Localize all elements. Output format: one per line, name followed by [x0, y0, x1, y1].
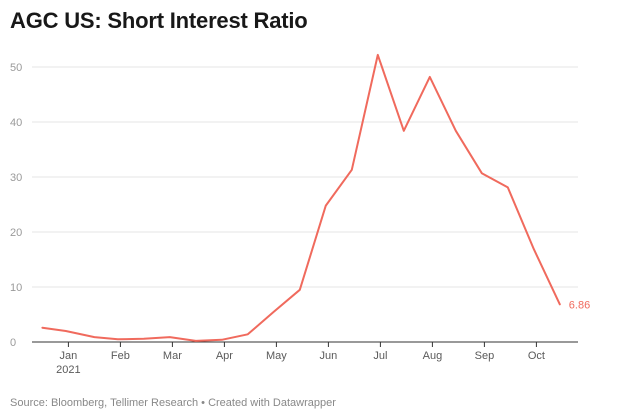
x-tick-sublabel-year: 2021	[56, 364, 80, 376]
data-point-1	[65, 330, 67, 332]
x-tick-label-jun: Jun	[320, 350, 338, 362]
data-point-2	[93, 336, 95, 338]
y-tick-label-30: 30	[10, 172, 22, 184]
data-point-16	[455, 130, 457, 132]
data-point-14	[403, 130, 405, 132]
chart-title: AGC US: Short Interest Ratio	[10, 8, 308, 33]
data-point-11	[325, 205, 327, 207]
x-tick-label-sep: Sep	[475, 350, 495, 362]
data-point-17	[481, 172, 483, 174]
x-tick-label-jul: Jul	[373, 350, 387, 362]
y-tick-label-10: 10	[10, 282, 22, 294]
footer-separator: •	[198, 397, 209, 409]
x-tick-label-oct: Oct	[528, 350, 545, 362]
data-point-6	[195, 340, 197, 342]
data-point-3	[117, 338, 119, 340]
data-point-4	[143, 338, 145, 340]
x-tick-label-may: May	[266, 350, 287, 362]
footer-credit: Created with Datawrapper	[208, 397, 336, 409]
data-point-7	[221, 339, 223, 341]
x-tick-label-aug: Aug	[423, 350, 443, 362]
data-point-5	[169, 336, 171, 338]
y-tick-label-50: 50	[10, 62, 22, 74]
y-tick-label-20: 20	[10, 227, 22, 239]
data-point-18	[507, 186, 509, 188]
x-tick-label-mar: Mar	[163, 350, 182, 362]
y-tick-label-40: 40	[10, 117, 22, 129]
data-point-15	[429, 76, 431, 78]
data-point-19	[533, 248, 535, 250]
y-tick-label-0: 0	[10, 337, 16, 349]
data-point-20	[559, 303, 561, 305]
series-line	[41, 53, 561, 342]
data-point-0	[41, 327, 43, 329]
end-value-label: 6.86	[569, 299, 590, 311]
x-tick-label-jan: Jan	[60, 350, 78, 362]
data-point-8	[247, 333, 249, 335]
data-point-13	[377, 54, 379, 56]
chart-footer: Source: Bloomberg, Tellimer Research • C…	[10, 397, 336, 409]
footer-source: Source: Bloomberg, Tellimer Research	[10, 397, 199, 409]
x-tick-label-feb: Feb	[111, 350, 130, 362]
x-tick-label-apr: Apr	[216, 350, 233, 362]
data-point-10	[299, 289, 301, 291]
data-point-12	[351, 169, 353, 171]
data-point-9	[273, 311, 275, 313]
